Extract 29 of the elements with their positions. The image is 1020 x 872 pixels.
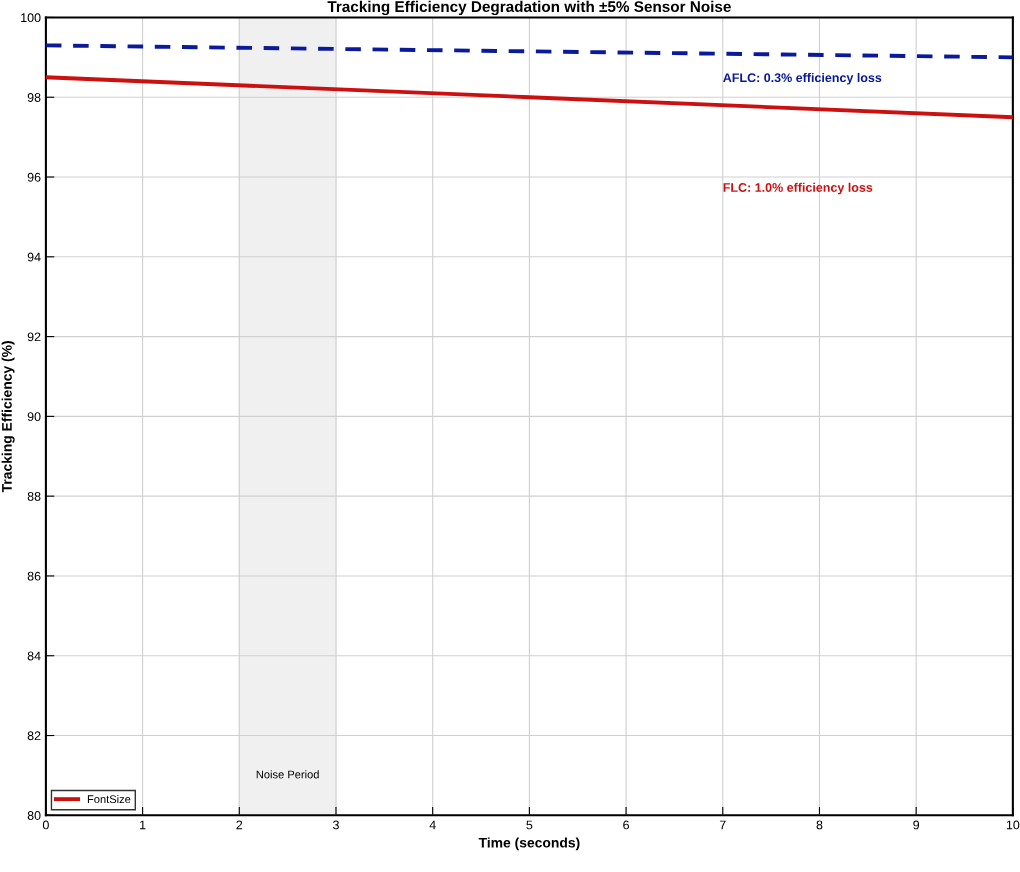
legend-label: FontSize xyxy=(87,794,131,804)
y-tick-label: 98 xyxy=(27,93,41,102)
x-axis-title: Time (seconds) xyxy=(478,837,580,851)
x-tick-label: 4 xyxy=(429,820,436,830)
x-tick-label: 5 xyxy=(526,820,533,830)
x-tick-label: 8 xyxy=(816,820,823,830)
x-tick-label: 0 xyxy=(42,820,49,830)
x-tick-label: 3 xyxy=(332,820,339,830)
y-tick-label: 90 xyxy=(27,412,41,422)
x-tick-label: 1 xyxy=(140,820,146,830)
y-tick-label: 82 xyxy=(27,731,41,741)
x-tick-label: 7 xyxy=(719,820,726,830)
y-tick-label: 86 xyxy=(27,571,41,581)
x-tick-label: 6 xyxy=(623,820,629,830)
y-tick-label: 84 xyxy=(27,651,41,661)
x-tick-label: 9 xyxy=(913,820,920,830)
chart-title: Tracking Efficiency Degradation with ±5% Sensor Noise xyxy=(327,0,731,16)
x-tick-label: 2 xyxy=(236,820,243,830)
y-tick-label: 96 xyxy=(27,172,41,182)
y-tick-label: 80 xyxy=(27,811,41,820)
x-tick-label: 10 xyxy=(1006,820,1020,830)
y-tick-label: 88 xyxy=(27,491,41,501)
annotation: FLC: 1.0% efficiency loss xyxy=(723,182,873,195)
band-label: Noise Period xyxy=(256,770,319,779)
y-tick-label: 92 xyxy=(27,332,41,342)
y-tick-label: 94 xyxy=(27,252,41,262)
y-tick-label: 100 xyxy=(21,13,41,23)
annotation: AFLC: 0.3% efficiency loss xyxy=(723,72,882,85)
y-axis-title: Tracking Efficiency (%) xyxy=(1,341,15,493)
